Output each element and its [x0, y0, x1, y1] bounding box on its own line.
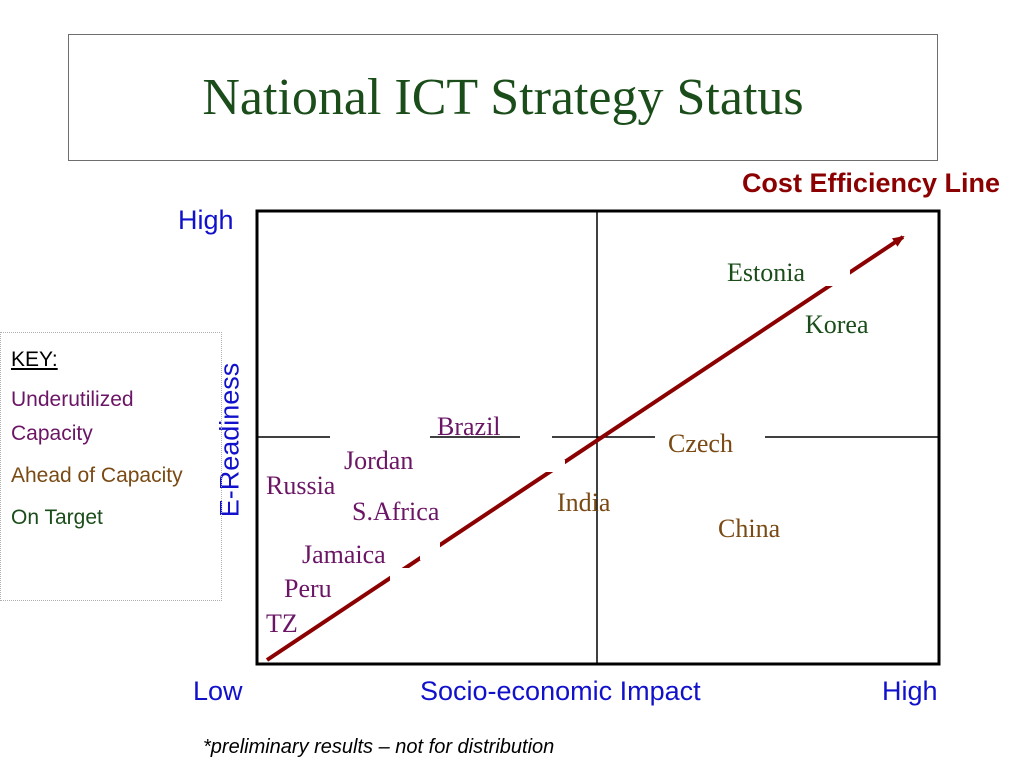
country-label-safrica: S.Africa	[352, 497, 440, 526]
footnote: *preliminary results – not for distribut…	[203, 736, 555, 758]
x-axis-title: Socio-economic Impact	[420, 676, 701, 706]
country-label-peru: Peru	[284, 574, 332, 603]
country-label-brazil: Brazil	[437, 412, 501, 441]
country-label-czech: Czech	[668, 429, 733, 458]
key-title: KEY:	[11, 348, 58, 371]
country-label-tz: TZ	[266, 609, 298, 638]
country-label-jordan: Jordan	[344, 446, 413, 475]
title-box: National ICT Strategy Status	[68, 34, 938, 161]
country-label-korea: Korea	[805, 310, 869, 339]
key-item-underutilized: Underutilized Capacity	[11, 388, 134, 445]
country-label-russia: Russia	[266, 471, 336, 500]
key-item-ahead: Ahead of Capacity	[11, 464, 183, 487]
country-label-china: China	[718, 514, 781, 543]
x-axis-high-label: High	[882, 676, 938, 706]
y-axis-high-label: High	[178, 205, 234, 235]
country-label-india: India	[557, 488, 611, 517]
key-legend: KEY: Underutilized Capacity Ahead of Cap…	[0, 332, 222, 601]
cost-efficiency-line-label: Cost Efficiency Line	[741, 168, 1000, 198]
country-label-estonia: Estonia	[727, 258, 805, 287]
key-item-on-target: On Target	[11, 506, 103, 529]
slide-title: National ICT Strategy Status	[202, 69, 804, 126]
cost-efficiency-arrow	[265, 235, 905, 662]
country-label-jamaica: Jamaica	[302, 540, 386, 569]
x-axis-low-label: Low	[193, 676, 243, 706]
